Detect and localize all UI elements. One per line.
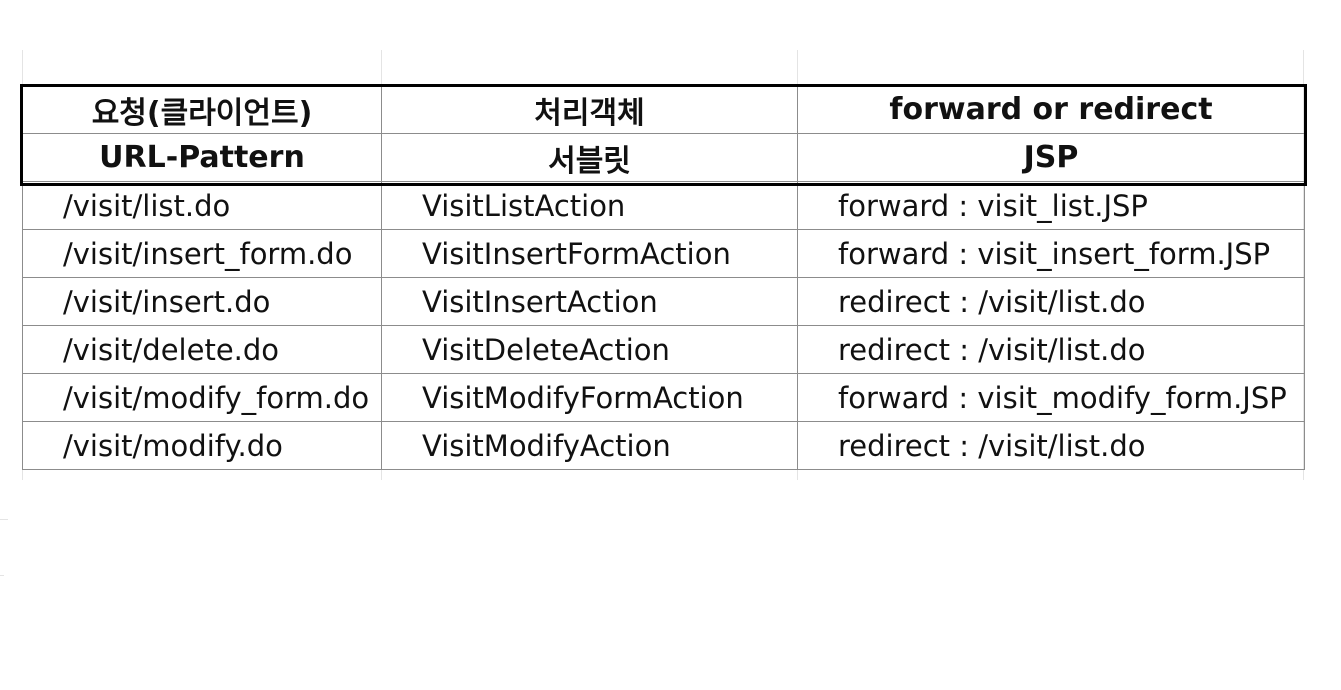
gridline [0, 519, 8, 520]
header-cell[interactable]: URL-Pattern [22, 133, 382, 182]
url-cell[interactable]: /visit/modify.do [22, 421, 382, 470]
table-row: /visit/list.do VisitListAction forward :… [22, 181, 1305, 230]
header-cell[interactable]: forward or redirect [797, 85, 1305, 134]
table-row: /visit/modify_form.do VisitModifyFormAct… [22, 373, 1305, 422]
servlet-cell[interactable]: VisitModifyFormAction [381, 373, 798, 422]
header-row-request: 요청(클라이언트) 처리객체 forward or redirect [22, 85, 1305, 134]
target-cell[interactable]: forward : visit_list.JSP [797, 181, 1305, 230]
header-cell[interactable]: JSP [797, 133, 1305, 182]
header-row-type: URL-Pattern 서블릿 JSP [22, 133, 1305, 182]
target-cell[interactable]: redirect : /visit/list.do [797, 421, 1305, 470]
table-row: /visit/modify.do VisitModifyAction redir… [22, 421, 1305, 470]
header-cell[interactable]: 요청(클라이언트) [22, 85, 382, 134]
table-row: /visit/insert.do VisitInsertAction redir… [22, 277, 1305, 326]
servlet-cell[interactable]: VisitDeleteAction [381, 325, 798, 374]
url-cell[interactable]: /visit/delete.do [22, 325, 382, 374]
table-row: /visit/insert_form.do VisitInsertFormAct… [22, 229, 1305, 278]
url-cell[interactable]: /visit/insert_form.do [22, 229, 382, 278]
mapping-table: 요청(클라이언트) 처리객체 forward or redirect URL-P… [22, 85, 1305, 470]
servlet-cell[interactable]: VisitModifyAction [381, 421, 798, 470]
servlet-cell[interactable]: VisitListAction [381, 181, 798, 230]
url-cell[interactable]: /visit/modify_form.do [22, 373, 382, 422]
servlet-cell[interactable]: VisitInsertAction [381, 277, 798, 326]
target-cell[interactable]: redirect : /visit/list.do [797, 325, 1305, 374]
url-cell[interactable]: /visit/list.do [22, 181, 382, 230]
gridline [0, 575, 4, 576]
target-cell[interactable]: forward : visit_insert_form.JSP [797, 229, 1305, 278]
target-cell[interactable]: redirect : /visit/list.do [797, 277, 1305, 326]
header-cell[interactable]: 처리객체 [381, 85, 798, 134]
target-cell[interactable]: forward : visit_modify_form.JSP [797, 373, 1305, 422]
servlet-cell[interactable]: VisitInsertFormAction [381, 229, 798, 278]
url-cell[interactable]: /visit/insert.do [22, 277, 382, 326]
header-cell[interactable]: 서블릿 [381, 133, 798, 182]
table-row: /visit/delete.do VisitDeleteAction redir… [22, 325, 1305, 374]
